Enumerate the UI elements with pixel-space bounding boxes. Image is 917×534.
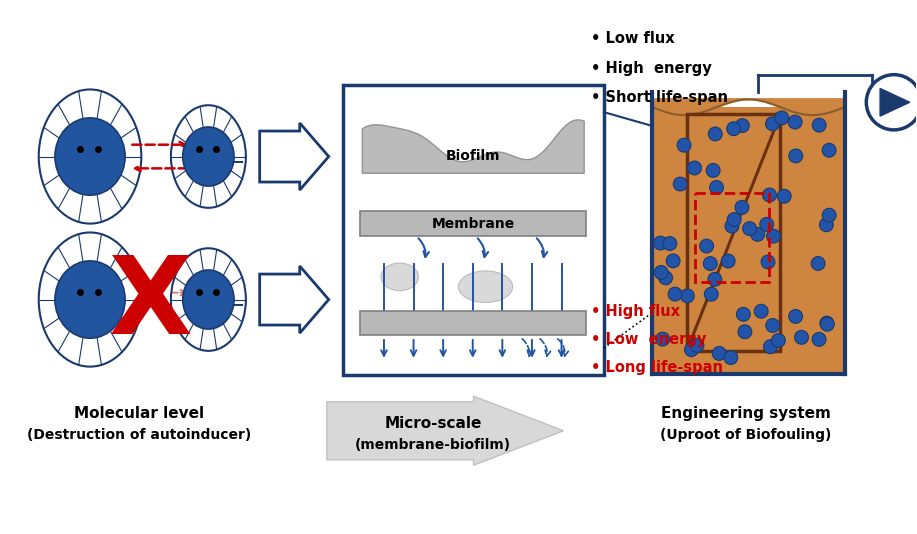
Circle shape: [725, 219, 739, 233]
Circle shape: [820, 218, 834, 232]
Circle shape: [771, 334, 785, 347]
Circle shape: [708, 272, 722, 286]
Text: • High flux: • High flux: [591, 304, 680, 319]
Circle shape: [867, 75, 917, 130]
Ellipse shape: [55, 261, 125, 338]
Text: (Destruction of autoinducer): (Destruction of autoinducer): [28, 428, 251, 442]
Circle shape: [766, 319, 779, 332]
Circle shape: [727, 213, 741, 226]
Circle shape: [700, 239, 713, 253]
Circle shape: [775, 111, 789, 125]
Circle shape: [795, 331, 809, 344]
Circle shape: [820, 316, 834, 330]
Polygon shape: [260, 123, 328, 190]
Circle shape: [710, 180, 724, 194]
Bar: [695, 193, 768, 282]
Circle shape: [654, 236, 668, 250]
Text: Molecular level: Molecular level: [74, 406, 204, 421]
Polygon shape: [362, 120, 584, 174]
Circle shape: [751, 227, 765, 241]
Circle shape: [743, 222, 757, 235]
Circle shape: [708, 127, 723, 141]
Polygon shape: [880, 89, 910, 116]
Circle shape: [722, 254, 735, 268]
Ellipse shape: [55, 118, 125, 195]
Circle shape: [755, 304, 768, 318]
Text: Biofilm: Biofilm: [446, 148, 501, 162]
Circle shape: [656, 332, 669, 346]
Text: (membrane-biofilm): (membrane-biofilm): [355, 438, 512, 452]
Text: • Low flux: • Low flux: [591, 32, 675, 46]
Circle shape: [823, 208, 836, 222]
Circle shape: [789, 310, 802, 324]
Circle shape: [778, 190, 791, 203]
Bar: [360, 311, 586, 335]
Circle shape: [703, 257, 717, 270]
Text: (Uproot of Biofouling): (Uproot of Biofouling): [660, 428, 832, 442]
Circle shape: [760, 217, 774, 231]
Circle shape: [767, 229, 780, 243]
Ellipse shape: [458, 271, 513, 302]
Circle shape: [727, 122, 741, 136]
Ellipse shape: [182, 127, 234, 186]
Bar: [360, 211, 586, 237]
Circle shape: [823, 143, 836, 157]
Text: • Low  energy: • Low energy: [591, 332, 706, 347]
Circle shape: [736, 308, 750, 321]
Text: Engineering system: Engineering system: [661, 406, 831, 421]
Circle shape: [812, 118, 826, 132]
Bar: [343, 84, 604, 375]
Circle shape: [667, 254, 680, 268]
Circle shape: [680, 289, 694, 303]
Polygon shape: [260, 266, 328, 333]
Circle shape: [761, 255, 775, 269]
Bar: [687, 114, 780, 351]
Circle shape: [691, 339, 704, 352]
Circle shape: [789, 115, 802, 129]
Text: • Long life-span: • Long life-span: [591, 360, 724, 375]
Circle shape: [812, 256, 825, 270]
Ellipse shape: [182, 270, 234, 329]
Circle shape: [685, 343, 699, 357]
Text: • Short life-span: • Short life-span: [591, 90, 728, 105]
Circle shape: [663, 237, 677, 250]
Circle shape: [688, 161, 702, 175]
Circle shape: [655, 265, 668, 279]
Circle shape: [763, 188, 777, 202]
Circle shape: [724, 351, 738, 365]
Circle shape: [738, 325, 752, 339]
Circle shape: [677, 138, 691, 152]
Ellipse shape: [381, 263, 418, 290]
Circle shape: [658, 271, 672, 285]
Text: −: −: [231, 295, 245, 313]
Text: • High  energy: • High energy: [591, 61, 712, 76]
Circle shape: [673, 177, 687, 191]
Circle shape: [789, 149, 802, 163]
Circle shape: [704, 287, 718, 301]
Circle shape: [735, 200, 749, 214]
Circle shape: [735, 119, 749, 132]
Text: −: −: [231, 153, 245, 170]
Circle shape: [812, 333, 826, 346]
Circle shape: [821, 317, 834, 331]
Circle shape: [706, 163, 720, 177]
Circle shape: [668, 287, 682, 301]
Circle shape: [713, 347, 726, 360]
Text: Micro-scale: Micro-scale: [384, 416, 482, 431]
Circle shape: [766, 117, 779, 131]
Polygon shape: [326, 396, 563, 465]
Circle shape: [764, 340, 778, 354]
Bar: [652, 107, 845, 373]
Text: X: X: [109, 252, 193, 357]
Text: Membrane: Membrane: [432, 217, 514, 231]
